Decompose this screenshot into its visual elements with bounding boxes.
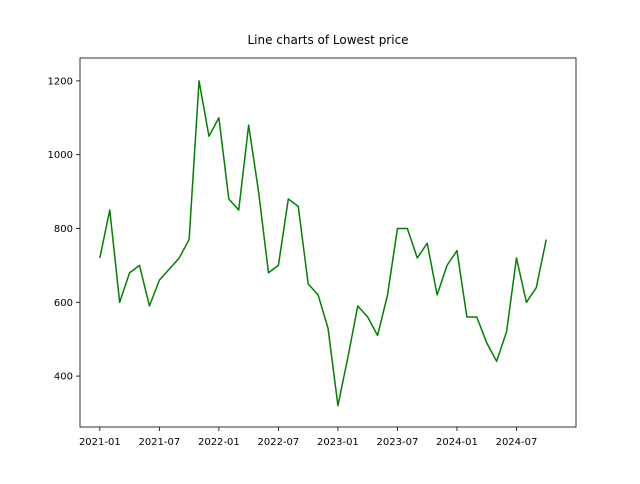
x-tick-label: 2021-07 (138, 437, 180, 448)
data-line (99, 80, 547, 407)
y-tick-label: 1000 (48, 150, 73, 161)
x-tick-label: 2024-01 (436, 437, 478, 448)
x-tick-label: 2024-07 (496, 437, 538, 448)
y-tick-label: 400 (54, 372, 73, 383)
y-tick-label: 600 (54, 298, 73, 309)
x-tick-label: 2021-01 (79, 437, 121, 448)
chart-title: Line charts of Lowest price (247, 33, 408, 47)
x-tick-label: 2022-01 (198, 437, 240, 448)
x-tick-label: 2023-01 (317, 437, 359, 448)
x-tick-label: 2022-07 (258, 437, 300, 448)
y-tick-label: 800 (54, 224, 73, 235)
x-tick-label: 2023-07 (377, 437, 419, 448)
y-tick-label: 1200 (48, 76, 73, 87)
plot-frame (79, 57, 577, 428)
